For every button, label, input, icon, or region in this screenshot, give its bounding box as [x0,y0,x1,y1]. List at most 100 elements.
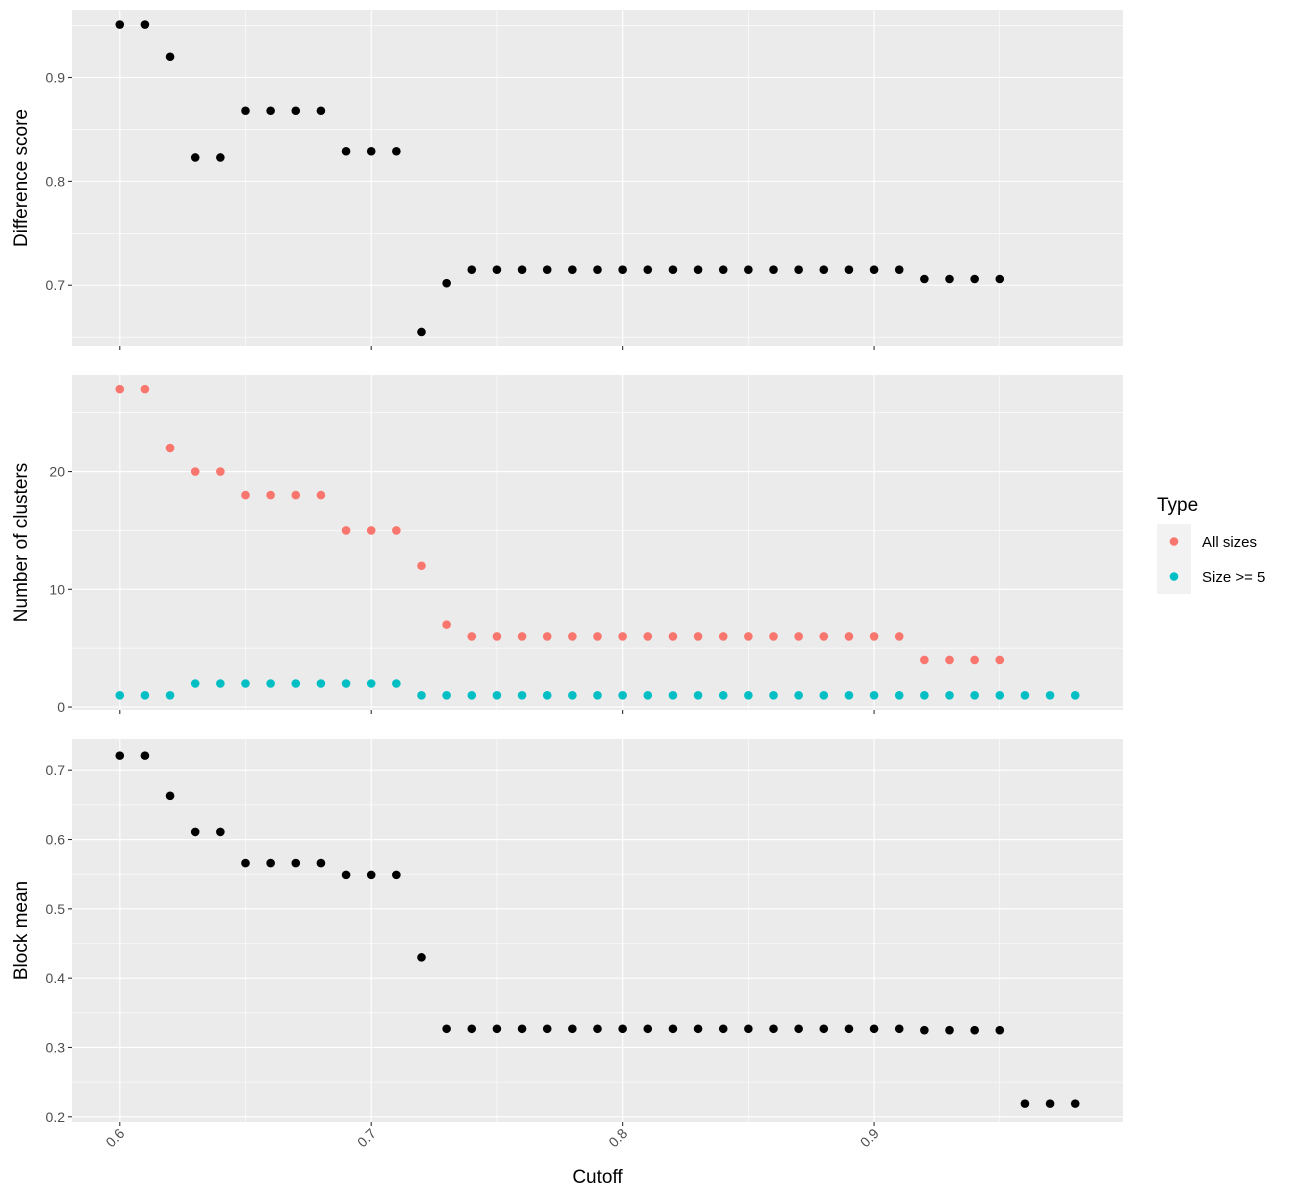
data-point [894,632,904,641]
data-point [216,827,225,837]
data-point [467,265,477,274]
y-tick-label: 0.7 [46,762,66,778]
data-point [819,632,829,641]
data-point [241,679,250,688]
data-point [970,274,979,284]
data-point [869,265,879,274]
data-point [140,690,150,700]
series-1 [115,751,1080,1108]
data-point [115,690,125,700]
data-point [844,632,854,641]
y-tick-label: 0.4 [46,970,66,986]
data-point [442,278,451,288]
data-point [744,690,753,700]
data-point [643,632,653,641]
data-point [216,679,225,688]
data-point [744,1024,753,1034]
data-point [869,632,879,641]
data-point [542,632,552,641]
data-point [1070,690,1080,700]
data-point [693,265,703,274]
data-point [517,1024,527,1034]
data-point [869,690,879,700]
y-tick-label: 20 [49,464,65,480]
data-point [517,690,527,700]
data-point [115,384,125,394]
y-tick-label: 0 [57,699,65,715]
data-point [1045,690,1055,700]
data-point [165,690,175,700]
data-point [718,690,728,700]
data-point [970,690,979,700]
data-point [668,1024,678,1034]
data-point [266,679,275,688]
data-point [869,1024,879,1034]
legend-key-point [1169,537,1179,546]
data-point [467,1024,477,1034]
data-point [316,679,326,688]
y-tick-label: 0.7 [46,277,66,293]
x-tick-label: 0.6 [102,1125,127,1150]
data-point [492,265,502,274]
data-point [115,751,125,760]
data-point [467,690,477,700]
data-point [1070,1099,1080,1108]
data-point [291,490,301,500]
data-point [140,751,150,760]
data-point [568,265,577,274]
data-point [844,690,854,700]
data-point [241,106,250,116]
data-point [341,146,351,156]
data-point [618,1024,627,1034]
data-point [542,1024,552,1034]
legend-label: All sizes [1202,534,1257,551]
y-axis-title: Block mean [11,881,32,980]
data-point [366,870,376,880]
y-tick-label: 0.3 [46,1039,66,1055]
data-point [568,690,577,700]
data-point [769,632,778,641]
data-point [417,327,426,337]
data-point [1020,1099,1030,1108]
panel-2: 0 10 20 Number of clusters [11,375,1123,715]
data-point [266,490,275,500]
data-point [920,274,929,284]
data-point [366,679,376,688]
data-point [593,1024,602,1034]
data-point [165,791,175,801]
data-point [241,490,250,500]
y-axis-title: Difference score [11,109,32,247]
data-point [769,690,778,700]
data-point [190,679,200,688]
data-point [894,690,904,700]
data-point [165,52,175,62]
data-point [542,265,552,274]
data-point [794,265,803,274]
data-point [945,655,954,665]
data-point [517,265,527,274]
data-point [995,690,1005,700]
data-point [970,655,979,665]
legend: Type All sizes Size >= 5 [1157,495,1265,594]
data-point [417,561,426,571]
data-point [618,690,627,700]
data-point [995,1025,1005,1035]
data-point [744,632,753,641]
data-point [593,632,602,641]
panel-background [72,375,1123,710]
x-tick-label: 0.7 [354,1125,379,1150]
y-tick-label: 0.2 [46,1109,66,1125]
data-point [668,265,678,274]
data-point [819,1024,829,1034]
data-point [769,265,778,274]
data-point [216,467,225,476]
data-point [643,265,653,274]
data-point [894,1024,904,1034]
data-point [668,690,678,700]
data-point [920,690,929,700]
data-point [643,690,653,700]
data-point [819,690,829,700]
data-point [442,620,451,629]
panel-background [72,10,1123,346]
